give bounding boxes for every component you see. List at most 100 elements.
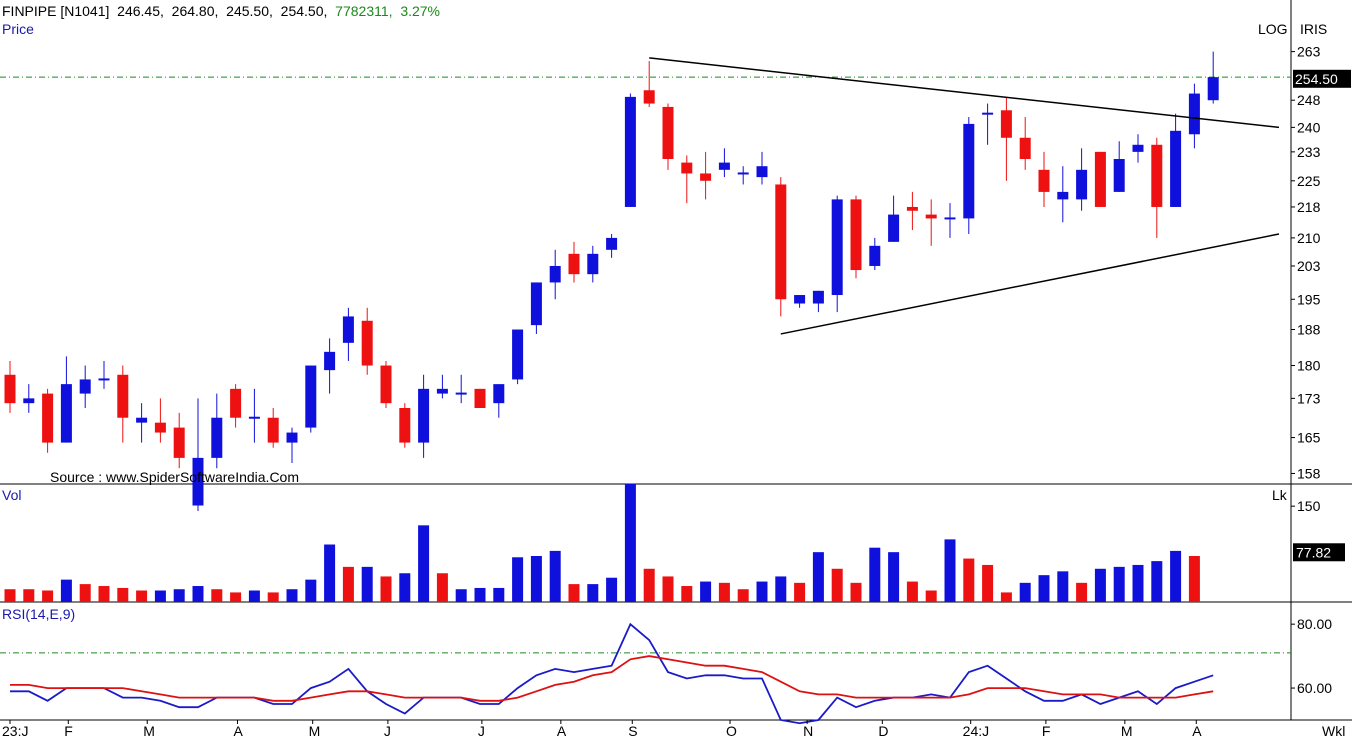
volume-bar[interactable] xyxy=(512,557,524,602)
candle[interactable] xyxy=(79,365,91,408)
volume-bar[interactable] xyxy=(812,552,824,602)
candle[interactable] xyxy=(530,282,542,334)
volume-bar[interactable] xyxy=(587,584,599,602)
candle[interactable] xyxy=(361,307,373,375)
volume-bar[interactable] xyxy=(23,589,35,602)
volume-bar[interactable] xyxy=(906,581,918,602)
candle[interactable] xyxy=(982,103,994,145)
volume-bar[interactable] xyxy=(98,586,110,602)
volume-bar[interactable] xyxy=(700,581,712,602)
candle[interactable] xyxy=(267,407,279,448)
volume-bar[interactable] xyxy=(944,539,956,602)
candle[interactable] xyxy=(1188,83,1200,149)
candle[interactable] xyxy=(850,195,862,279)
volume-bar[interactable] xyxy=(831,568,843,602)
volume-bar[interactable] xyxy=(192,586,204,602)
volume-bar[interactable] xyxy=(869,547,881,602)
candle[interactable] xyxy=(1094,151,1106,207)
candle[interactable] xyxy=(624,93,636,207)
volume-bar[interactable] xyxy=(1038,575,1050,602)
volume-bar[interactable] xyxy=(286,589,298,602)
candle[interactable] xyxy=(192,398,204,511)
volume-bar[interactable] xyxy=(361,566,373,602)
volume-bar[interactable] xyxy=(211,589,223,602)
candle[interactable] xyxy=(1038,151,1050,207)
volume-bar[interactable] xyxy=(662,576,674,602)
candle[interactable] xyxy=(794,295,806,308)
trendline[interactable] xyxy=(780,233,1280,335)
candle[interactable] xyxy=(549,249,561,300)
volume-bar[interactable] xyxy=(775,576,787,602)
candle[interactable] xyxy=(436,374,448,399)
volume-bar[interactable] xyxy=(248,590,260,603)
candle[interactable] xyxy=(399,403,411,448)
volume-bar[interactable] xyxy=(136,590,148,603)
volume-panel[interactable]: Vol Lk 150 77.82 xyxy=(2,483,1345,603)
candle[interactable] xyxy=(1207,51,1219,104)
candle[interactable] xyxy=(173,412,185,469)
volume-bar[interactable] xyxy=(1151,561,1163,602)
candle[interactable] xyxy=(1019,117,1031,170)
volume-bar[interactable] xyxy=(4,589,16,602)
candle[interactable] xyxy=(305,365,317,433)
volume-bar[interactable] xyxy=(436,573,448,602)
candle[interactable] xyxy=(211,393,223,469)
candle[interactable] xyxy=(324,338,336,394)
volume-bar[interactable] xyxy=(455,589,467,602)
volume-bar[interactable] xyxy=(493,587,505,602)
volume-bar[interactable] xyxy=(1000,592,1012,602)
candle[interactable] xyxy=(775,177,787,317)
candle[interactable] xyxy=(117,365,129,443)
candle[interactable] xyxy=(700,151,712,200)
volume-bar[interactable] xyxy=(474,587,486,602)
volume-bar[interactable] xyxy=(1057,571,1069,602)
volume-bar[interactable] xyxy=(154,590,166,603)
volume-bar[interactable] xyxy=(79,584,91,602)
candle[interactable] xyxy=(474,388,486,408)
volume-bar[interactable] xyxy=(1094,568,1106,602)
candle[interactable] xyxy=(418,374,430,458)
candle[interactable] xyxy=(888,195,900,242)
candle[interactable] xyxy=(60,356,72,443)
trendline[interactable] xyxy=(649,57,1280,129)
candle[interactable] xyxy=(4,360,16,413)
volume-bar[interactable] xyxy=(737,589,749,602)
volume-bar[interactable] xyxy=(718,582,730,602)
candle[interactable] xyxy=(42,388,54,453)
volume-bar[interactable] xyxy=(117,587,129,602)
volume-bar[interactable] xyxy=(1132,564,1144,602)
candle[interactable] xyxy=(831,195,843,313)
volume-bar[interactable] xyxy=(1170,550,1182,602)
volume-bar[interactable] xyxy=(1019,582,1031,602)
candle[interactable] xyxy=(963,117,975,234)
candle[interactable] xyxy=(568,241,580,283)
rsi-signal-line[interactable] xyxy=(10,655,1214,702)
volume-bar[interactable] xyxy=(549,550,561,602)
candle[interactable] xyxy=(756,151,768,185)
candle[interactable] xyxy=(718,148,730,178)
candle[interactable] xyxy=(1151,137,1163,238)
volume-bar[interactable] xyxy=(756,581,768,602)
candle[interactable] xyxy=(1113,141,1125,192)
candle[interactable] xyxy=(944,203,956,238)
volume-bar[interactable] xyxy=(624,483,636,602)
candle[interactable] xyxy=(1170,113,1182,207)
volume-bar[interactable] xyxy=(342,566,354,602)
volume-bar[interactable] xyxy=(643,568,655,602)
volume-bar[interactable] xyxy=(418,525,430,602)
volume-bar[interactable] xyxy=(399,573,411,602)
candle[interactable] xyxy=(1000,96,1012,181)
volume-bar[interactable] xyxy=(324,544,336,603)
candle[interactable] xyxy=(230,384,242,428)
volume-bar[interactable] xyxy=(267,592,279,602)
volume-bar[interactable] xyxy=(850,582,862,602)
candle[interactable] xyxy=(681,155,693,204)
volume-bar[interactable] xyxy=(42,590,54,603)
candle[interactable] xyxy=(286,427,298,464)
candle[interactable] xyxy=(606,233,618,258)
volume-bar[interactable] xyxy=(1113,566,1125,602)
candle[interactable] xyxy=(136,403,148,443)
candle[interactable] xyxy=(455,374,467,404)
candle[interactable] xyxy=(925,199,937,246)
